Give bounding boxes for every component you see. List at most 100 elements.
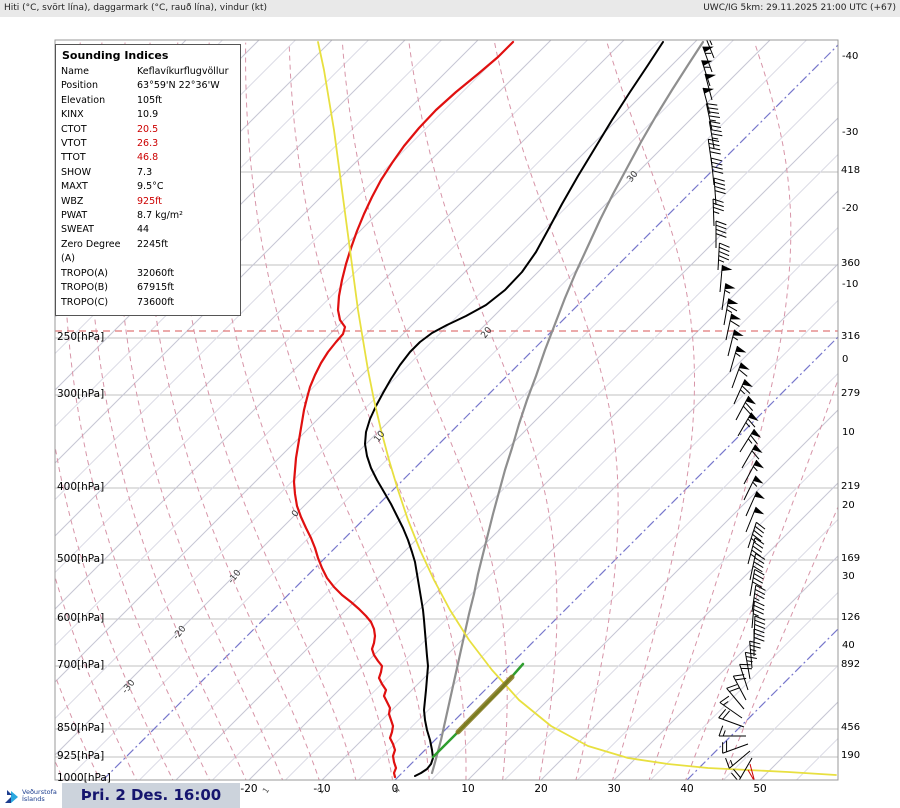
isotherm-line [55, 40, 406, 391]
panel-title: Sounding Indices [62, 49, 169, 62]
wind-barb-half [751, 786, 757, 787]
wind-barb-pennant [733, 329, 744, 336]
wind-barb-pennant [751, 429, 762, 438]
moist-adiabat-line [55, 575, 137, 780]
indices-rows: Name Keflavíkurflugvöllur Position 63°59'N … [61, 65, 235, 310]
indices-row: Elevation 105ft [61, 94, 235, 108]
moist-adiabat-line [408, 42, 558, 780]
wind-barb-half [735, 352, 741, 357]
wind-barb-half [722, 730, 726, 737]
indices-row: PWAT 8.7 kg/m² [61, 209, 235, 223]
wind-barb-pennant [745, 396, 757, 405]
wind-barb-full [710, 129, 722, 133]
indices-row: CTOT 20.5 [61, 123, 235, 137]
moist-adiabat-line [341, 42, 508, 780]
isotherm-line [613, 555, 838, 780]
wind-barb-shaft [702, 87, 711, 115]
wind-barb-half [750, 537, 757, 543]
wind-barb-full [753, 632, 765, 638]
wind-barb-full [745, 785, 756, 786]
isotherm-line [212, 153, 838, 780]
wind-barb-half [752, 481, 758, 487]
indices-value: 7.3 [137, 166, 153, 178]
wind-barb-half [712, 137, 719, 140]
wind-barb-pennant [754, 491, 765, 499]
isotherm-line [55, 40, 625, 610]
wind-barb-full [708, 142, 720, 147]
wind-barb-full [751, 793, 762, 795]
wind-barb-full [754, 557, 765, 564]
wind-barb-full [712, 170, 724, 174]
plot-border [54, 39, 839, 781]
isotherm-line [504, 445, 838, 780]
wind-barb-half [747, 438, 753, 444]
wind-barb-shaft [745, 491, 758, 517]
wind-barb-shaft [731, 362, 742, 389]
wind-barb-full [756, 521, 766, 530]
wind-barb-full [741, 385, 751, 394]
isotherm-line [55, 40, 588, 574]
parcel-olive-curve [455, 674, 515, 735]
isotherm-line [55, 40, 369, 355]
wind-barb-half [740, 389, 746, 395]
wind-barb-pennant [742, 379, 753, 387]
wind-barb-full [715, 228, 727, 234]
wind-barb-full [718, 725, 724, 737]
wind-barb-full [715, 220, 727, 226]
wind-barb-shaft [725, 313, 733, 341]
isotherm-line [55, 40, 771, 756]
moist-adiabat-line [55, 42, 174, 780]
indices-value: 9.5°C [137, 181, 164, 193]
wind-barb-full [754, 568, 765, 576]
wind-barb-half [753, 597, 760, 601]
indices-value: 32060ft [137, 267, 175, 279]
wind-barb-full [714, 190, 726, 195]
wind-barb-full [752, 581, 763, 588]
isotherm-line [321, 263, 838, 780]
logo-text-line1: Veðurstofa [22, 788, 57, 796]
wind-barb-full [747, 418, 756, 428]
reference-gray-curve [430, 40, 705, 775]
wind-barb-full [738, 368, 748, 377]
wind-barb-full [753, 628, 765, 634]
indices-row: SHOW 7.3 [61, 166, 235, 180]
wind-barb-full [755, 584, 766, 591]
wind-barb-full [713, 177, 725, 182]
indices-value: 44 [137, 224, 150, 236]
wind-barb-full [715, 224, 727, 230]
wind-barb-full [707, 107, 719, 110]
indices-label: TROPO(A) [61, 267, 108, 279]
wind-barb-pennant [753, 506, 765, 515]
wind-barb-full [746, 789, 757, 790]
wind-barb-full [754, 537, 765, 545]
wind-barb-shaft [737, 412, 752, 437]
isotherm-line [540, 482, 838, 780]
wind-barb-full [733, 768, 741, 779]
wind-barb-half [709, 119, 716, 122]
wind-barb-full [722, 710, 731, 720]
wind-barb-full [711, 166, 723, 170]
indices-row: VTOT 26.3 [61, 137, 235, 151]
wind-barb-full [718, 709, 727, 719]
wind-barb-full [709, 125, 721, 128]
wind-barb-full [754, 615, 766, 621]
wind-barb-pennant [703, 87, 714, 94]
wind-barb-half [753, 613, 759, 617]
wind-barb-full [711, 133, 723, 137]
indices-label: KINX [61, 109, 84, 121]
wind-barb-shaft [704, 73, 713, 101]
indices-row: WBZ 925ft [61, 195, 235, 209]
wind-barb-shaft [709, 40, 713, 46]
wind-barb-full [753, 573, 764, 580]
indices-row: TTOT 46.8 [61, 151, 235, 165]
wind-barb-pennant [721, 265, 733, 271]
indices-label: Position [61, 80, 98, 92]
indices-row: Name Keflavíkurflugvöllur [61, 65, 235, 79]
wind-barb-full [729, 687, 740, 693]
indices-row: TROPO(B) 67915ft [61, 281, 235, 295]
indices-label: PWAT [61, 210, 88, 222]
sounding-indices-panel: Sounding Indices Name Keflavíkurflugvöllu… [55, 44, 241, 316]
wind-barb-pennant [701, 20, 712, 26]
indices-label: MAXT [61, 181, 88, 193]
wind-barb-pennant [752, 444, 763, 454]
